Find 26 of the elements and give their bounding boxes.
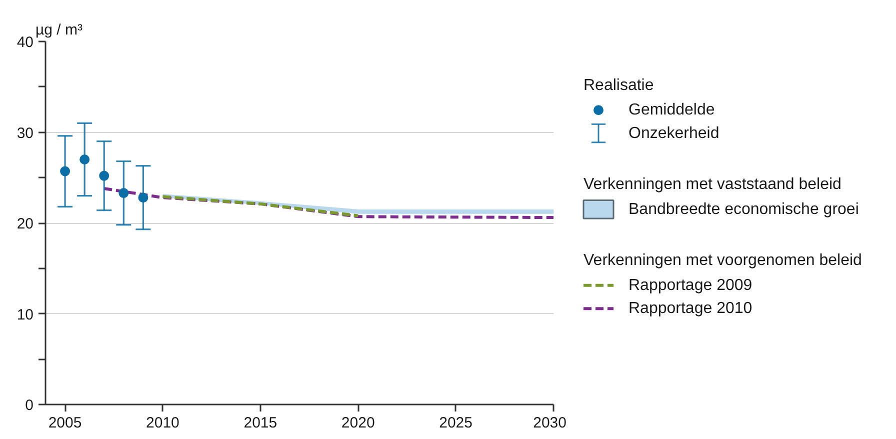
point: [60, 166, 70, 176]
text: Verkenningen met vaststaand beleid: [584, 176, 842, 194]
y-tick-label: 20: [16, 216, 34, 232]
point: [99, 170, 110, 181]
x-tick-label: 2015: [244, 414, 278, 432]
x-tick-label: 2030: [533, 414, 567, 432]
point: [80, 154, 90, 164]
text: Onzekerheid: [628, 124, 720, 142]
point: [138, 192, 148, 203]
x-tick-label: 2010: [146, 414, 180, 432]
y-tick-label: 0: [25, 397, 34, 414]
x-tick-label: 2025: [439, 414, 472, 432]
legend-label: Rapportage 2009: [628, 276, 752, 294]
y-tick-label: 10: [16, 306, 34, 324]
x-tick-label: 2005: [48, 414, 82, 432]
line-series: [102, 187, 554, 220]
y-tick-label: 30: [16, 124, 34, 142]
y-tick-label: 40: [16, 34, 34, 51]
x-tick-label: 2020: [341, 414, 375, 432]
legend-label: Bandbreedte economische groei: [628, 200, 859, 218]
legend-label: Rapportage 2010: [628, 300, 752, 318]
legend-label: Gemiddelde: [628, 102, 715, 119]
point: [118, 188, 129, 198]
y-axis-title: µg / m³: [36, 22, 82, 38]
text: Realisatie: [584, 76, 654, 94]
text: Verkenningen met voorgenomen beleid: [584, 252, 862, 270]
